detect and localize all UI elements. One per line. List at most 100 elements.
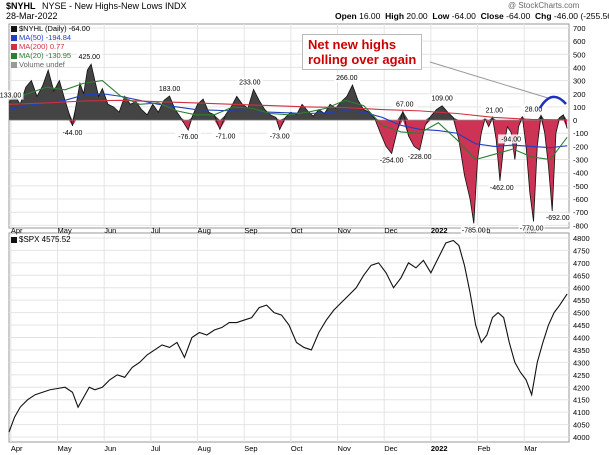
upper-x-tick-label: Oct (291, 226, 304, 235)
point-label-bg (488, 182, 515, 192)
open-value: 16.00 (359, 11, 381, 21)
point-label: 266.00 (336, 75, 358, 82)
point-label: 109.00 (431, 96, 453, 103)
high-label: High (385, 11, 405, 21)
lower-x-tick-label: May (58, 444, 72, 453)
lower-y-tick-label: 4100 (573, 408, 590, 417)
lower-x-tick-label: Jul (151, 444, 161, 453)
symbol-description: NYSE - New Highs-New Lows INDX (42, 1, 187, 11)
moving-averages (8, 80, 568, 161)
upper-y-tick-label: -800 (573, 221, 588, 230)
low-value: -64.00 (451, 11, 476, 21)
lower-y-tick-label: 4700 (573, 259, 590, 268)
point-label: 67.00 (396, 101, 414, 108)
point-label: 425.00 (79, 54, 101, 61)
lower-x-tick-label: Mar (524, 444, 537, 453)
lower-y-tick-label: 4400 (573, 334, 590, 343)
upper-y-tick-label: -300 (573, 156, 588, 165)
annotation-arrow (429, 61, 549, 99)
point-label-bg (212, 131, 239, 141)
annotation-box: Net new highs rolling over again (302, 34, 423, 70)
lower-x-tick-label: Jun (104, 444, 116, 453)
upper-y-tick-label: -600 (573, 195, 588, 204)
lower-y-tick-label: 4750 (573, 246, 590, 255)
upper-y-tick-label: 300 (573, 77, 586, 86)
point-label-bg (481, 105, 508, 115)
high-value: 20.00 (406, 11, 428, 21)
upper-y-tick-label: 0 (573, 116, 577, 125)
point-label: -44.00 (63, 130, 83, 137)
lower-x-tick-label: Nov (338, 444, 352, 453)
point-label-bg (59, 127, 86, 137)
upper-x-tick-label: May (58, 226, 72, 235)
upper-y-tick-label: 400 (573, 63, 586, 72)
ma-line-ma200 (8, 99, 568, 121)
lower-x-tick-label: Dec (384, 444, 398, 453)
upper-y-tick-label: 500 (573, 50, 586, 59)
annotation-line-1: Net new highs (308, 37, 397, 52)
spx-line (8, 239, 568, 433)
upper-y-tick-label: -200 (573, 142, 588, 151)
point-label-bg (498, 134, 525, 144)
point-label: 21.00 (486, 107, 504, 114)
legend-ma20: MA(20) -130.95 (11, 51, 71, 60)
chart-date: 28-Mar-2022 (6, 11, 58, 21)
lower-y-tick-label: 4250 (573, 371, 590, 380)
lower-y-tick-label: 4150 (573, 396, 590, 405)
ma-line-ma50 (8, 93, 568, 149)
close-value: -64.00 (506, 11, 531, 21)
upper-x-tick-label: Nov (338, 226, 352, 235)
rollover-arc (538, 95, 567, 109)
lower-x-tick-label: Feb (478, 444, 491, 453)
nyhl-positive-fill (9, 64, 568, 121)
point-label: 28.00 (525, 106, 543, 113)
upper-x-tick-label: Jul (151, 226, 161, 235)
lower-y-tick-label: 4350 (573, 346, 590, 355)
axes: Apr Apr May May Jun Jun Jul Jul Aug Aug Sep Sep Oct O… (11, 24, 590, 453)
upper-x-tick-label: Sep (244, 226, 257, 235)
legend-swatch (11, 44, 17, 51)
open-label: Open (335, 11, 357, 21)
lower-x-tick-label: Oct (291, 444, 304, 453)
legend-swatch (11, 236, 17, 243)
point-label-bg (175, 132, 202, 142)
legend-ma50: MA(50) -194.84 (11, 33, 71, 42)
annotation-graphics (429, 61, 567, 109)
point-label-bg (76, 52, 103, 62)
point-label-bg (518, 223, 545, 233)
point-label: -785.00 (462, 227, 486, 234)
legend-ma200: MA(200) 0.77 (11, 42, 64, 51)
point-label-bg (391, 99, 418, 109)
legend-swatch (11, 26, 17, 33)
spx-series (8, 239, 568, 433)
point-label: -462.00 (490, 185, 514, 192)
point-label-bg (544, 213, 571, 223)
lower-y-tick-label: 4650 (573, 271, 590, 280)
point-label-bg (460, 225, 487, 235)
symbol-label: $NYHL (6, 1, 36, 11)
point-label-bg (520, 104, 547, 114)
legend-nyhl: $NYHL (Daily) -64.00 (11, 24, 90, 33)
annotation-line-2: rolling over again (308, 52, 417, 67)
low-label: Low (432, 11, 450, 21)
spx-legend: $SPX 4575.52 (11, 235, 71, 244)
upper-x-tick-label: Aug (198, 226, 211, 235)
upper-y-tick-label: -500 (573, 182, 588, 191)
upper-y-tick-label: -700 (573, 208, 588, 217)
upper-y-tick-label: -100 (573, 129, 588, 138)
legend-swatch (11, 35, 17, 42)
point-label-bg (429, 93, 456, 103)
lower-y-tick-label: 4200 (573, 383, 590, 392)
upper-y-tick-label: 600 (573, 37, 586, 46)
upper-y-tick-label: 200 (573, 90, 586, 99)
lower-x-tick-label: Sep (244, 444, 257, 453)
upper-y-tick-label: 100 (573, 103, 586, 112)
lower-y-tick-label: 4550 (573, 296, 590, 305)
upper-x-tick-label: 2022 (431, 226, 448, 235)
point-label-bg (266, 131, 293, 141)
lower-x-tick-label: Aug (198, 444, 211, 453)
point-label-bg (236, 77, 263, 87)
lower-y-tick-label: 4050 (573, 421, 590, 430)
point-label: -692.00 (546, 215, 570, 222)
point-label-bg (406, 152, 433, 162)
